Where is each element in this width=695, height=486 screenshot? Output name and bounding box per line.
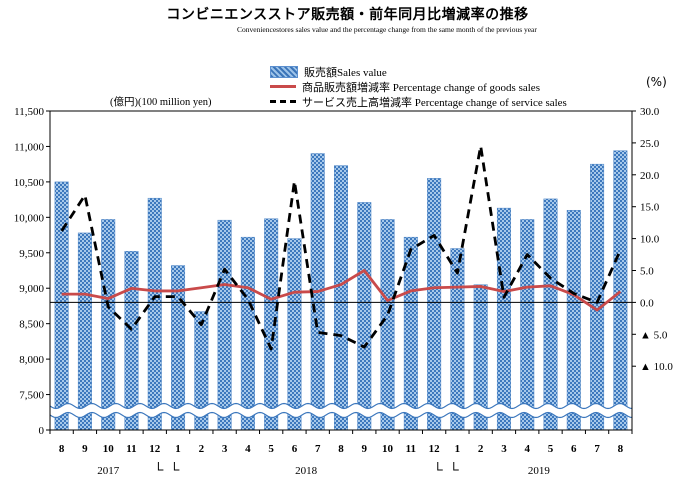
legend-label-sales: 販売額Sales value: [304, 66, 387, 79]
bar-sales: [566, 209, 581, 431]
legend-swatch-bar: [270, 65, 298, 78]
x-tick-label: 5: [548, 443, 554, 455]
bar-sales: [520, 219, 535, 431]
x-tick-label: 1: [455, 443, 461, 455]
bar-sales: [427, 178, 442, 431]
x-tick-label: 10: [103, 443, 115, 455]
year-separator: [157, 462, 164, 471]
chart-subtitle: Conveniencestores sales value and the pe…: [237, 25, 537, 34]
right-tick-label: 0.0: [640, 297, 654, 309]
x-tick-label: 7: [594, 443, 600, 455]
bar-sales: [217, 219, 232, 431]
bar-sales: [613, 150, 628, 431]
x-tick-label: 11: [406, 443, 416, 455]
bar-sales: [124, 251, 139, 431]
left-tick-label: 11,000: [14, 141, 44, 153]
bar-sales: [77, 232, 92, 431]
axis-break-wave: [49, 402, 633, 410]
left-tick-label: 8,000: [19, 354, 44, 366]
legend-swatch-service-line: [270, 100, 296, 103]
axis-break-wave: [49, 411, 633, 419]
x-tick-label: 10: [382, 443, 394, 455]
year-label: 2019: [528, 465, 551, 477]
x-tick-label: 12: [429, 443, 441, 455]
x-tick-label: 8: [338, 443, 344, 455]
left-tick-label: 7,500: [19, 390, 44, 402]
left-tick-label: 11,500: [14, 106, 44, 118]
x-tick-label: 8: [618, 443, 624, 455]
left-tick-label: 9,500: [19, 248, 44, 260]
bar-sales: [54, 181, 69, 431]
x-tick-label: 9: [82, 443, 88, 455]
x-tick-label: 3: [501, 443, 507, 455]
legend-item-goods: 商品販売額増減率 Percentage change of goods sale…: [270, 79, 567, 94]
x-tick-label: 9: [362, 443, 368, 455]
bar-sales: [496, 207, 511, 431]
x-tick-label: 4: [245, 443, 251, 455]
x-tick-label: 6: [571, 443, 577, 455]
right-tick-label: ▲ 10.0: [640, 361, 673, 373]
left-tick-label: 8,500: [19, 319, 44, 331]
bar-sales: [287, 238, 302, 431]
legend-item-sales: 販売額Sales value: [270, 64, 567, 79]
right-tick-label: 20.0: [640, 170, 660, 182]
left-tick-label: 9,000: [19, 283, 44, 295]
year-separator: [453, 462, 459, 471]
x-tick-label: 1: [175, 443, 181, 455]
x-tick-label: 6: [292, 443, 298, 455]
bar-sales: [543, 198, 558, 431]
bar-sales: [333, 165, 349, 431]
right-tick-label: 15.0: [640, 202, 660, 214]
bar-sales: [450, 248, 465, 431]
bar-sales: [101, 219, 116, 431]
chart-title: コンビニエンスストア販売額・前年同月比増減率の推移: [166, 7, 529, 23]
right-tick-label: ▲ 5.0: [640, 329, 668, 341]
right-tick-label: 25.0: [640, 138, 660, 150]
year-separator: [437, 462, 443, 471]
x-tick-label: 4: [524, 443, 530, 455]
x-tick-label: 8: [59, 443, 65, 455]
year-label: 2018: [295, 465, 318, 477]
bar-sales: [240, 236, 255, 431]
left-tick-label: 10,500: [14, 177, 45, 189]
left-tick-label: 0: [39, 425, 45, 437]
bar-sales: [357, 202, 372, 431]
legend-label-service: サービス売上高増減率 Percentage change of service …: [302, 96, 567, 109]
x-tick-label: 12: [149, 443, 161, 455]
bar-sales: [590, 163, 605, 431]
left-tick-label: 10,000: [14, 212, 45, 224]
x-tick-label: 11: [126, 443, 136, 455]
legend-item-service: サービス売上高増減率 Percentage change of service …: [270, 94, 567, 109]
x-tick-label: 7: [315, 443, 321, 455]
left-axis-unit: (億円)(100 million yen): [110, 97, 212, 108]
year-separator: [173, 462, 180, 471]
right-tick-label: 10.0: [640, 234, 660, 246]
bar-sales: [380, 219, 395, 431]
legend-label-goods: 商品販売額増減率 Percentage change of goods sale…: [302, 81, 540, 94]
legend-swatch-goods-line: [270, 85, 296, 88]
right-tick-label: 30.0: [640, 106, 660, 118]
bar-sales: [147, 197, 162, 431]
x-tick-label: 2: [199, 443, 205, 455]
x-tick-label: 3: [222, 443, 228, 455]
x-tick-label: 5: [268, 443, 274, 455]
right-tick-label: 5.0: [640, 266, 654, 278]
x-tick-label: 2: [478, 443, 484, 455]
year-label: 2017: [97, 465, 120, 477]
right-axis-unit: (%): [646, 75, 667, 89]
legend: 販売額Sales value 商品販売額増減率 Percentage chang…: [270, 64, 567, 109]
